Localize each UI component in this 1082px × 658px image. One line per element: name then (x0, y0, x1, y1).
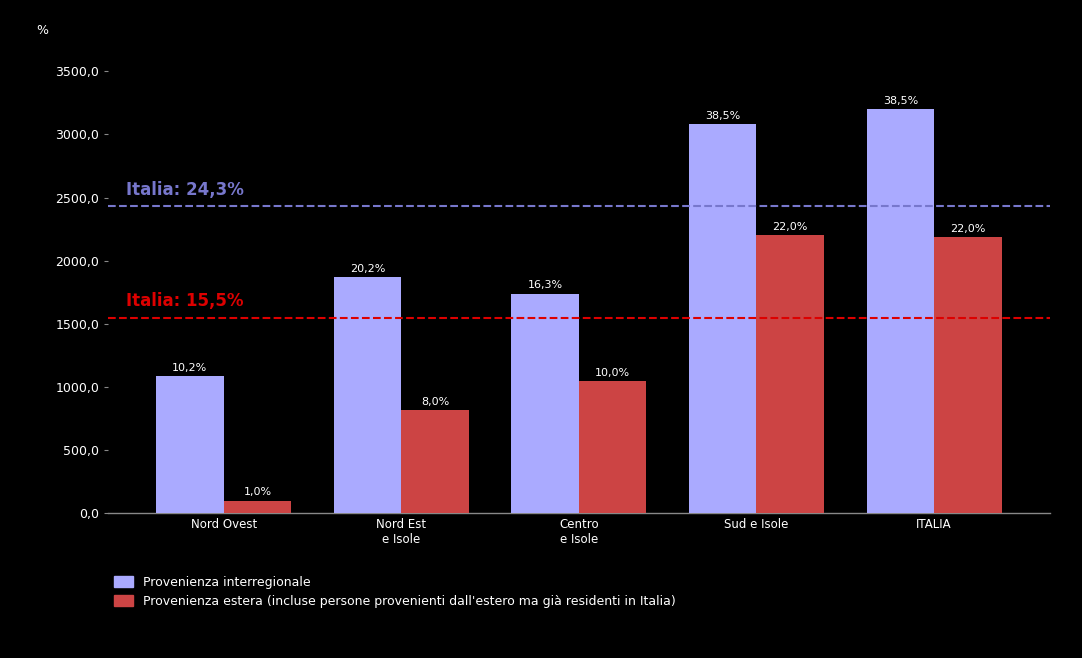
Legend: Provenienza interregionale, Provenienza estera (incluse persone provenienti dall: Provenienza interregionale, Provenienza … (115, 576, 676, 608)
Bar (689, 124, 756, 513)
Y-axis label: %: % (37, 24, 49, 37)
Text: 10,0%: 10,0% (595, 368, 630, 378)
Bar (156, 376, 224, 513)
Bar (512, 293, 579, 513)
Bar (333, 277, 401, 513)
Text: 16,3%: 16,3% (528, 280, 563, 290)
Text: 1,0%: 1,0% (243, 488, 272, 497)
Text: Italia: 15,5%: Italia: 15,5% (126, 292, 243, 310)
Text: 10,2%: 10,2% (172, 363, 208, 373)
Text: 22,0%: 22,0% (950, 224, 986, 234)
Text: 38,5%: 38,5% (883, 96, 918, 106)
Text: 8,0%: 8,0% (421, 397, 449, 407)
Bar (224, 501, 291, 513)
Bar (401, 410, 469, 513)
Bar (579, 381, 646, 513)
Text: Italia: 24,3%: Italia: 24,3% (126, 181, 243, 199)
Bar (756, 236, 824, 513)
Bar (934, 237, 1002, 513)
Text: 20,2%: 20,2% (349, 264, 385, 274)
Text: 38,5%: 38,5% (705, 111, 740, 121)
Bar (867, 109, 934, 513)
Text: 22,0%: 22,0% (773, 222, 808, 232)
